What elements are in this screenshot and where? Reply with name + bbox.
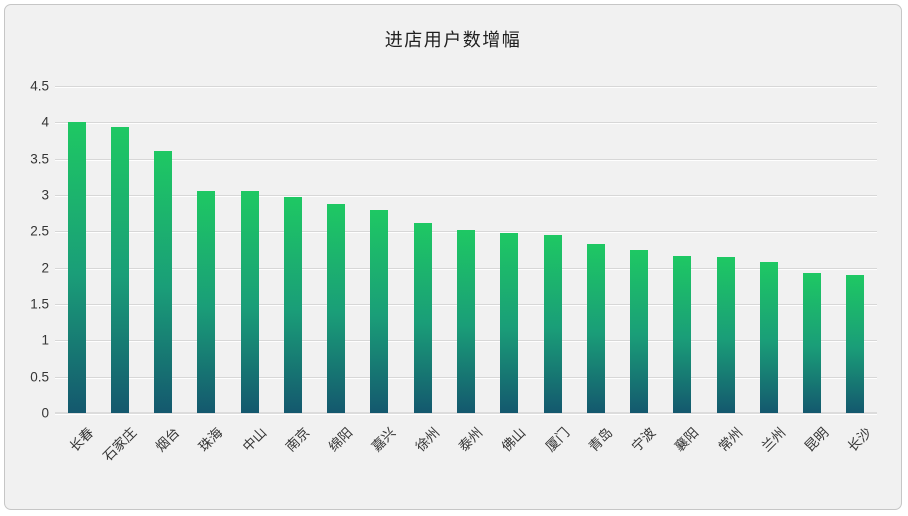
y-axis-tick-label: 2 [41, 260, 49, 276]
y-axis-tick-label: 0 [41, 405, 49, 421]
bar-昆明 [803, 273, 822, 413]
bar-兰州 [759, 261, 778, 413]
bar-石家庄 [110, 126, 129, 413]
x-axis-tick-label: 长春 [66, 424, 97, 455]
bar-南京 [283, 197, 302, 413]
x-axis-tick-label: 厦门 [542, 424, 572, 455]
plot-area: 0 0.5 1 1.5 2 2.5 3 3.5 4 4.5 长春 石家庄 烟台 珠海 中山 南京 绵阳 嘉兴 徐州泰… [5, 5, 901, 509]
y-axis-tick-label: 3.5 [30, 151, 49, 167]
bar-徐州 [413, 223, 432, 413]
y-axis-tick-label: 1.5 [30, 296, 49, 312]
x-axis-tick-label: 宁波 [628, 424, 659, 455]
x-axis-tick-label: 襄阳 [672, 424, 702, 455]
x-axis-tick-label: 绵阳 [325, 424, 356, 455]
y-axis-tick-label: 1 [41, 332, 49, 348]
chart-card: 进店用户数增幅 0 0.5 1 1.5 2 2.5 3 3.5 4 4.5 长春 石家庄 烟台 珠海 中山南… [4, 4, 902, 510]
bar-嘉兴 [370, 210, 389, 413]
x-axis-tick-label: 徐州 [412, 424, 443, 455]
x-axis-tick-label: 烟台 [152, 424, 183, 455]
x-axis-tick-label: 佛山 [498, 424, 529, 455]
y-axis-tick-label: 4.5 [30, 78, 49, 94]
x-axis-tick-label: 青岛 [585, 424, 616, 455]
bar-青岛 [586, 244, 605, 413]
bar-泰州 [457, 229, 475, 413]
bar-宁波 [630, 249, 649, 413]
bar-厦门 [543, 234, 562, 413]
x-axis-tick-label: 泰州 [455, 424, 486, 455]
gridline [55, 122, 877, 124]
gridline [55, 195, 877, 196]
x-axis-tick-label: 珠海 [196, 424, 226, 455]
bar-珠海 [197, 190, 216, 413]
bar-中山 [240, 191, 259, 413]
x-axis-tick-label: 南京 [282, 424, 313, 455]
y-axis-tick-label: 4 [41, 114, 49, 130]
x-axis-tick-label: 嘉兴 [369, 424, 399, 455]
x-axis-tick-label: 中山 [239, 424, 270, 455]
bar-长春 [67, 121, 86, 413]
x-axis-line [55, 412, 877, 414]
x-axis-tick-label: 兰州 [758, 424, 789, 455]
bar-常州 [716, 256, 735, 413]
y-axis-tick-label: 3 [41, 187, 49, 203]
y-axis-tick-label: 2.5 [30, 223, 49, 239]
x-axis-tick-label: 常州 [715, 424, 746, 455]
bar-襄阳 [673, 256, 692, 413]
bar-佛山 [500, 232, 519, 413]
bar-长沙 [846, 274, 865, 413]
x-axis-tick-label: 石家庄 [100, 424, 140, 465]
gridline [55, 86, 877, 87]
x-axis-tick-label: 长沙 [845, 424, 875, 455]
gridline [55, 158, 877, 160]
chart-title: 进店用户数增幅 [384, 30, 522, 50]
y-axis-tick-label: 0.5 [30, 369, 49, 385]
bar-烟台 [154, 150, 173, 413]
x-axis-tick-label: 昆明 [801, 424, 832, 455]
bar-绵阳 [327, 203, 346, 413]
